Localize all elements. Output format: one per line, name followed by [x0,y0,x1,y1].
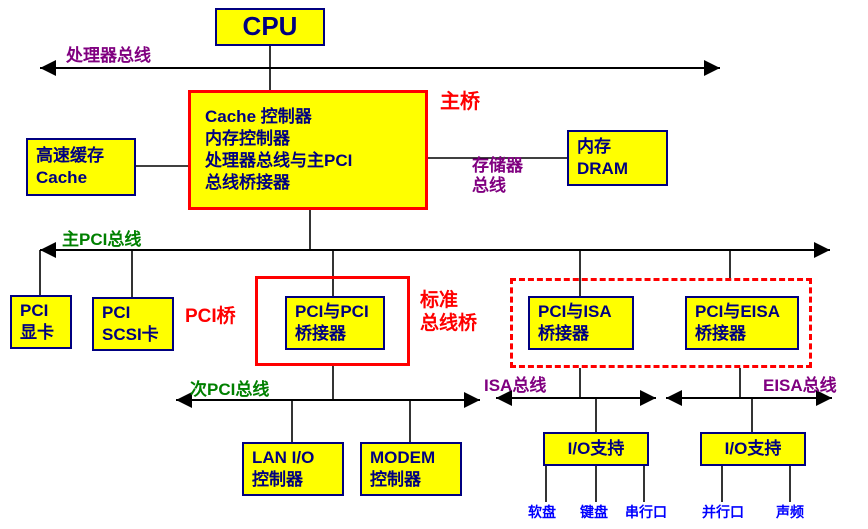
node-io1: I/O支持 [543,432,649,466]
label-mainbr: 主桥 [440,90,480,114]
label-parallel: 并行口 [702,504,744,521]
node-bridge: Cache 控制器 内存控制器 处理器总线与主PCI 总线桥接器 [188,90,428,210]
label-isabus: ISA总线 [484,376,546,396]
node-io2: I/O支持 [700,432,806,466]
label-procbus: 处理器总线 [66,46,151,66]
label-audio: 声频 [776,504,804,521]
label-kbd: 键盘 [580,504,608,521]
node-std_frame [510,278,812,368]
node-modem: MODEM 控制器 [360,442,462,496]
label-pcibr: PCI桥 [185,306,236,329]
label-membus: 存储器 总线 [472,156,523,197]
node-dram: 内存 DRAM [567,130,668,186]
label-serial: 串行口 [625,504,667,521]
node-pci_vga: PCI 显卡 [10,295,72,349]
node-cpu: CPU [215,8,325,46]
label-stdbr: 标准 总线桥 [420,290,477,336]
label-floppy: 软盘 [528,504,556,521]
label-mainpci: 主PCI总线 [62,230,141,250]
label-eisabus: EISA总线 [763,376,837,396]
node-cache: 高速缓存 Cache [26,138,136,196]
label-subpci: 次PCI总线 [190,380,269,400]
node-pci_scsi: PCI SCSI卡 [92,297,174,351]
node-pci_pci_frame [255,276,410,366]
node-lan: LAN I/O 控制器 [242,442,344,496]
